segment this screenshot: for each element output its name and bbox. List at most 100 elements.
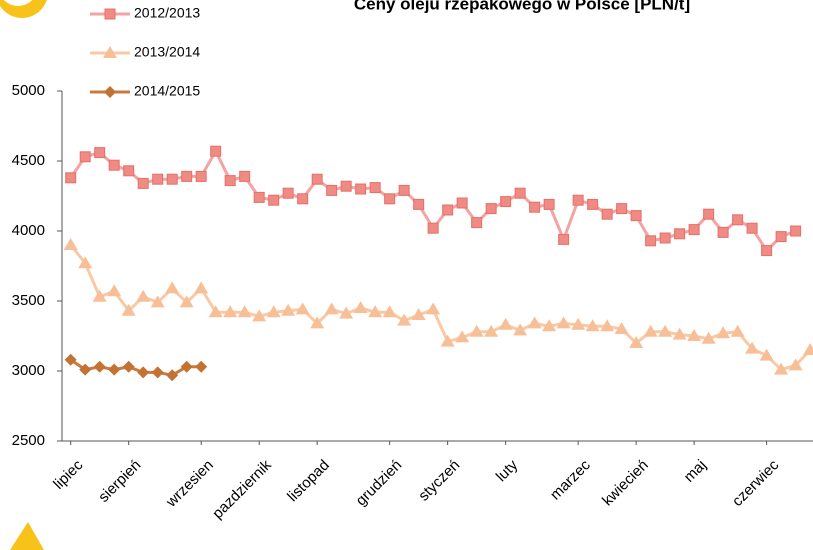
marker	[384, 193, 396, 205]
marker	[297, 193, 309, 205]
marker	[456, 197, 468, 209]
marker	[529, 201, 541, 213]
marker	[108, 363, 121, 376]
logo-decoration	[3, 0, 33, 6]
legend-label: 2012/2013	[134, 5, 200, 21]
marker	[775, 231, 787, 243]
marker	[181, 170, 193, 182]
marker	[543, 198, 555, 210]
marker	[310, 316, 325, 329]
marker	[253, 191, 265, 203]
marker	[355, 183, 367, 195]
marker	[324, 302, 339, 315]
x-tick-label: luty	[493, 456, 522, 485]
marker	[107, 284, 122, 297]
marker	[151, 366, 164, 379]
marker	[527, 316, 542, 329]
x-tick-label: maj	[681, 457, 710, 486]
y-tick-label: 4500	[12, 152, 45, 169]
marker	[166, 173, 178, 185]
marker	[194, 281, 209, 294]
x-tick-label: lipiec	[50, 456, 87, 493]
marker	[340, 180, 352, 192]
marker	[558, 233, 570, 245]
x-tick-label: pazdziernik	[209, 456, 275, 522]
marker	[585, 319, 600, 332]
marker	[121, 303, 136, 316]
marker	[645, 235, 657, 247]
marker	[397, 313, 412, 326]
marker	[542, 319, 557, 332]
marker	[572, 194, 584, 206]
marker	[616, 203, 628, 215]
marker	[78, 256, 93, 269]
marker	[195, 360, 208, 373]
marker	[398, 184, 410, 196]
marker	[165, 281, 180, 294]
marker	[63, 238, 78, 250]
marker	[353, 301, 368, 313]
marker	[717, 226, 729, 238]
marker	[471, 217, 483, 229]
marker	[440, 334, 455, 347]
marker	[703, 208, 715, 220]
marker	[369, 182, 381, 194]
marker	[745, 341, 760, 354]
marker	[223, 305, 238, 318]
marker	[658, 324, 673, 337]
marker	[122, 360, 135, 373]
marker	[179, 295, 194, 308]
marker	[788, 358, 803, 371]
marker	[79, 363, 92, 376]
logo-decoration	[10, 522, 44, 550]
x-tick-label: kwiecień	[599, 457, 652, 510]
x-tick-label: styczeń	[415, 457, 463, 505]
marker	[150, 295, 165, 308]
marker	[701, 331, 716, 344]
marker	[600, 319, 615, 332]
marker	[601, 208, 613, 220]
marker	[282, 187, 294, 199]
marker	[759, 348, 774, 361]
marker	[339, 306, 354, 319]
marker	[295, 302, 310, 315]
marker	[224, 175, 236, 187]
marker	[180, 360, 193, 373]
marker	[659, 232, 671, 244]
y-tick-label: 5000	[12, 82, 45, 99]
marker	[239, 170, 251, 182]
marker	[93, 360, 106, 373]
marker	[237, 305, 252, 318]
marker	[208, 305, 223, 318]
marker	[498, 317, 513, 330]
x-tick-label: grudzień	[353, 457, 406, 510]
marker	[123, 165, 135, 177]
y-tick-label: 2500	[12, 432, 45, 449]
series-line	[69, 244, 812, 372]
marker	[643, 324, 658, 337]
marker	[137, 177, 149, 189]
legend-label: 2014/2015	[134, 83, 200, 99]
marker	[687, 329, 702, 341]
marker	[268, 194, 280, 206]
marker	[485, 203, 497, 215]
marker	[166, 369, 179, 382]
marker	[94, 147, 106, 159]
marker	[382, 305, 397, 318]
series-line	[69, 148, 797, 253]
marker	[311, 173, 323, 185]
marker	[152, 173, 164, 185]
marker	[630, 210, 642, 222]
marker	[411, 308, 426, 320]
marker	[587, 198, 599, 210]
legend-label: 2013/2014	[134, 44, 200, 60]
marker	[746, 222, 758, 234]
marker	[64, 353, 77, 366]
marker	[92, 289, 107, 302]
marker	[79, 151, 91, 163]
marker	[556, 316, 571, 329]
marker	[326, 184, 338, 196]
marker	[108, 159, 120, 171]
marker	[761, 245, 773, 257]
marker	[774, 362, 789, 375]
